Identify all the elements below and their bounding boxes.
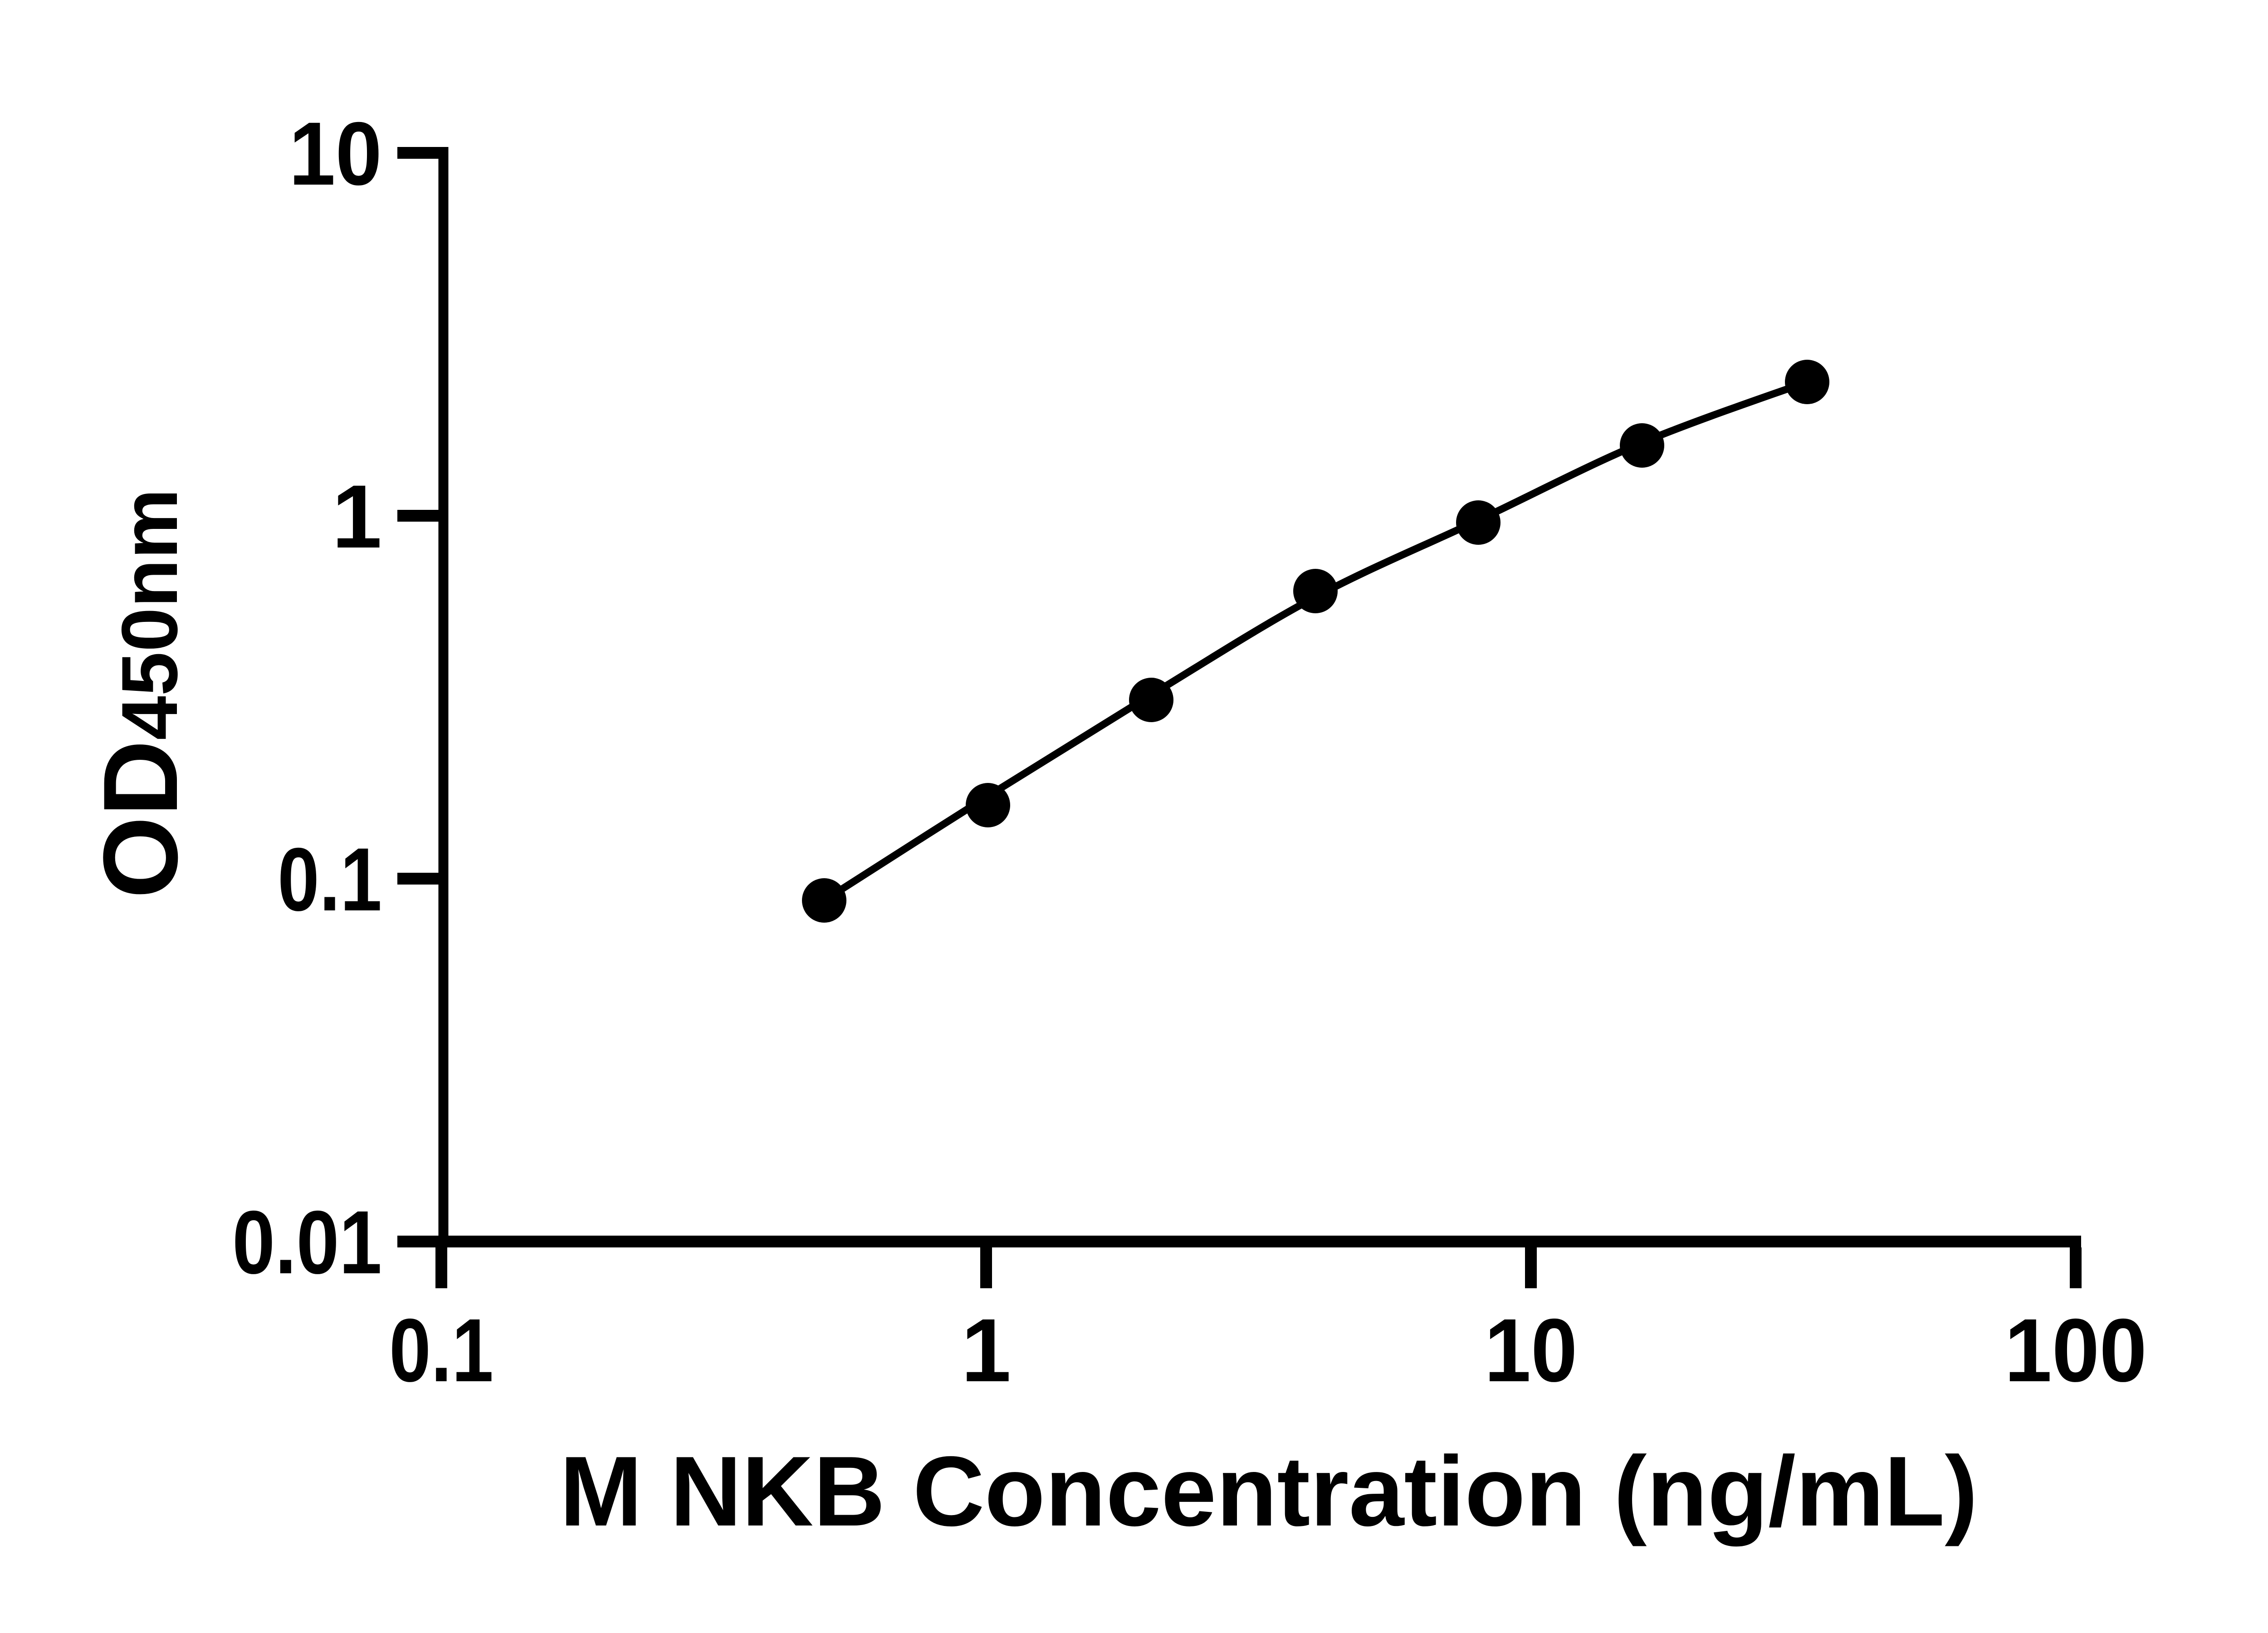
svg-text:0.01: 0.01 — [232, 1192, 382, 1292]
svg-text:M NKB Concentration (ng/mL): M NKB Concentration (ng/mL) — [560, 1436, 1978, 1547]
svg-text:OD450nm: OD450nm — [82, 489, 200, 899]
svg-text:1: 1 — [961, 1300, 1011, 1400]
svg-text:0.1: 0.1 — [389, 1300, 494, 1400]
svg-text:0.1: 0.1 — [278, 829, 382, 929]
svg-text:10: 10 — [1485, 1300, 1578, 1400]
svg-text:100: 100 — [2004, 1300, 2147, 1400]
svg-text:10: 10 — [289, 103, 382, 204]
svg-text:1: 1 — [332, 466, 382, 567]
